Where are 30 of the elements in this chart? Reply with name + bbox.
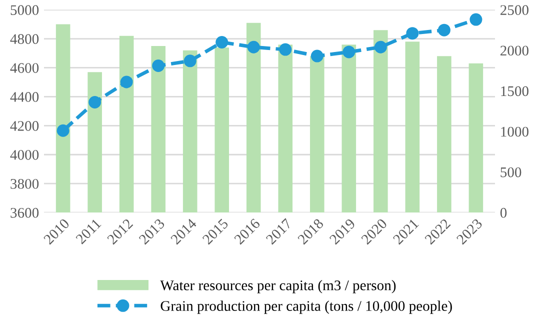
y-tick-label: 3600 (10, 208, 39, 218)
y2-tick-label: 1500 (501, 86, 528, 96)
y-tick-label: 3800 (10, 178, 39, 189)
point (438, 24, 450, 36)
y2-tick-label: 2000 (500, 46, 528, 56)
point (470, 13, 482, 26)
y-tick-label: 4200 (10, 121, 39, 131)
point (279, 43, 292, 56)
point (374, 40, 387, 54)
y-tick-label: 4800 (10, 34, 39, 44)
y2-tick-label: 1000 (501, 126, 528, 137)
y2-tick-label: 2500 (500, 5, 528, 16)
y-tick-label: 4000 (10, 150, 39, 160)
legend-label: Water resources per capita (m3 / person) (160, 280, 396, 294)
point (310, 50, 324, 62)
y-tick-label: 5000 (10, 5, 39, 16)
point (342, 46, 356, 58)
y-tick-label: 4400 (10, 92, 39, 102)
legend-label: Grain production per capita (tons / 10,000 people) (160, 300, 452, 314)
point (184, 54, 196, 68)
y-tick-label: 4600 (10, 63, 39, 73)
point (216, 36, 228, 48)
point (406, 27, 419, 40)
point (88, 96, 102, 109)
y2-tick-label: 500 (500, 167, 522, 178)
point (152, 60, 165, 72)
point (120, 76, 133, 88)
point (247, 40, 260, 54)
y2-tick-label: 0 (500, 208, 507, 218)
point (56, 124, 70, 137)
